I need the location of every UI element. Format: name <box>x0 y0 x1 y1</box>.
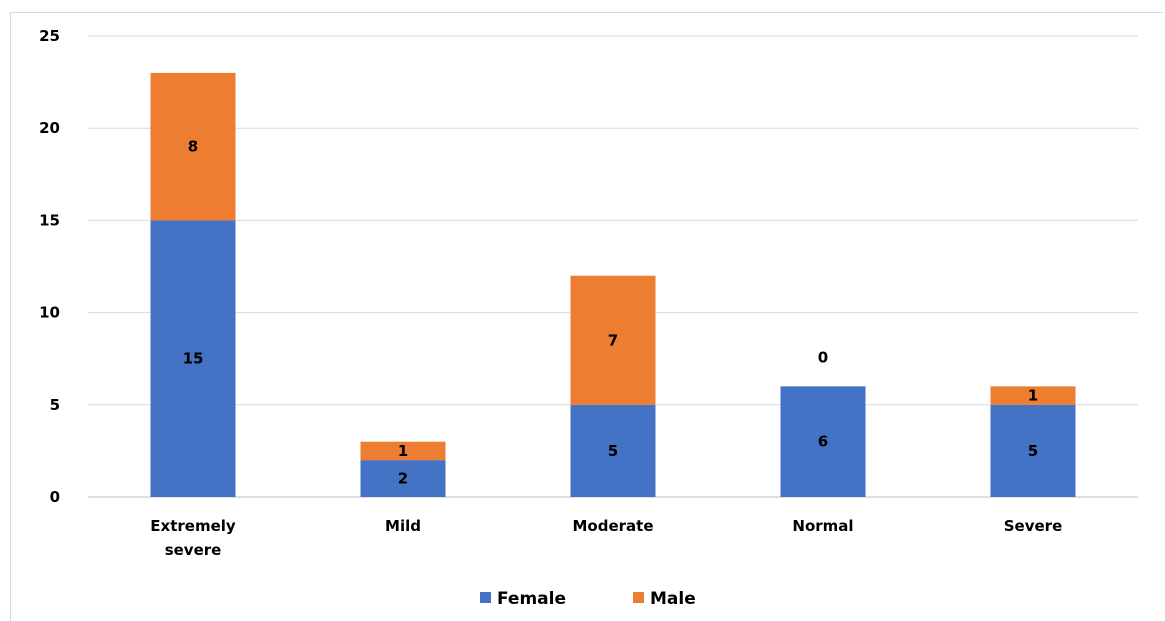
data-label-male: 1 <box>1028 387 1038 405</box>
data-label-female: 5 <box>608 442 618 460</box>
x-tick-label: Extremely <box>150 517 236 535</box>
bar-female <box>990 404 1076 497</box>
y-tick-label: 25 <box>39 27 60 45</box>
y-tick-label: 10 <box>39 304 60 322</box>
data-label-female: 6 <box>818 433 828 451</box>
chart-frame <box>10 12 1163 621</box>
y-tick-label: 15 <box>39 211 60 229</box>
data-label-female: 2 <box>398 470 408 488</box>
legend-label-male: Male <box>650 589 696 609</box>
bar-female <box>360 460 446 497</box>
bar-female <box>780 386 866 497</box>
x-tick-label: severe <box>165 541 222 559</box>
y-tick-label: 5 <box>50 396 60 414</box>
bar-female <box>570 404 656 497</box>
y-tick-label: 20 <box>39 119 60 137</box>
legend-swatch-male <box>633 592 644 603</box>
data-label-male: 1 <box>398 442 408 460</box>
bar-male <box>360 441 446 461</box>
data-label-female: 15 <box>183 350 204 368</box>
bar-male <box>150 72 236 221</box>
legend-label-female: Female <box>497 589 566 609</box>
legend-swatch-female <box>480 592 491 603</box>
bar-male <box>990 386 1076 405</box>
data-label-male: 7 <box>608 331 618 349</box>
data-label-male: 8 <box>188 138 198 156</box>
x-tick-label: Moderate <box>572 517 653 535</box>
x-tick-label: Severe <box>1004 517 1063 535</box>
bar-male <box>570 275 656 405</box>
data-label-male: 0 <box>818 348 828 366</box>
bar-female <box>150 220 236 497</box>
data-label-female: 5 <box>1028 442 1038 460</box>
x-tick-label: Mild <box>385 517 421 535</box>
y-tick-label: 0 <box>50 488 60 506</box>
x-tick-label: Normal <box>792 517 853 535</box>
